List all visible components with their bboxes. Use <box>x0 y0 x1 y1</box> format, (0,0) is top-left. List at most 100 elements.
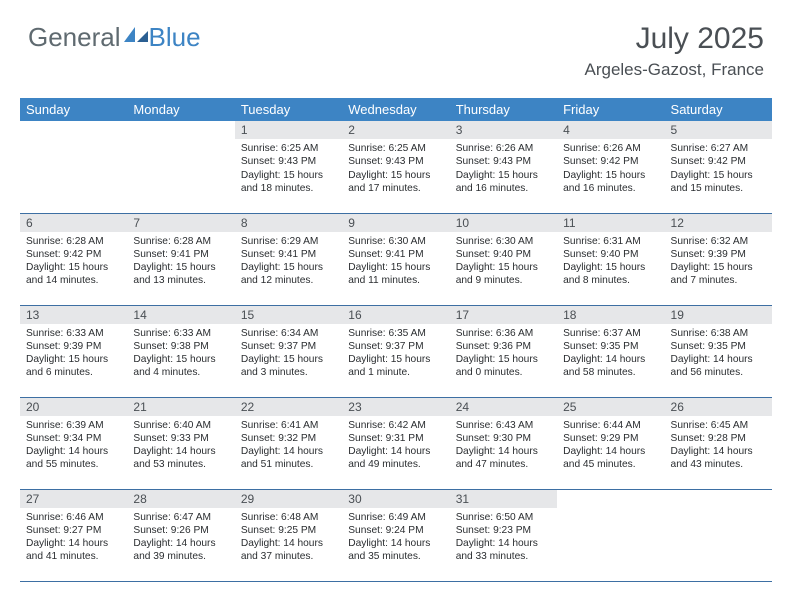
calendar-day-cell: 4Sunrise: 6:26 AMSunset: 9:42 PMDaylight… <box>557 121 664 213</box>
calendar-day-cell: 31Sunrise: 6:50 AMSunset: 9:23 PMDayligh… <box>450 489 557 581</box>
weekday-header: Monday <box>127 98 234 121</box>
calendar-day-cell: 26Sunrise: 6:45 AMSunset: 9:28 PMDayligh… <box>665 397 772 489</box>
calendar-day-cell: 25Sunrise: 6:44 AMSunset: 9:29 PMDayligh… <box>557 397 664 489</box>
day-sun-info: Sunrise: 6:48 AMSunset: 9:25 PMDaylight:… <box>235 508 342 568</box>
day-number: 21 <box>127 398 234 416</box>
day-sun-info: Sunrise: 6:38 AMSunset: 9:35 PMDaylight:… <box>665 324 772 384</box>
day-number: 2 <box>342 121 449 139</box>
day-sun-info: Sunrise: 6:31 AMSunset: 9:40 PMDaylight:… <box>557 232 664 292</box>
day-number: 17 <box>450 306 557 324</box>
day-number: 15 <box>235 306 342 324</box>
calendar-day-cell: 29Sunrise: 6:48 AMSunset: 9:25 PMDayligh… <box>235 489 342 581</box>
day-number: 9 <box>342 214 449 232</box>
calendar-day-cell: 16Sunrise: 6:35 AMSunset: 9:37 PMDayligh… <box>342 305 449 397</box>
day-sun-info: Sunrise: 6:28 AMSunset: 9:42 PMDaylight:… <box>20 232 127 292</box>
calendar-day-cell: 10Sunrise: 6:30 AMSunset: 9:40 PMDayligh… <box>450 213 557 305</box>
day-number: 3 <box>450 121 557 139</box>
day-sun-info: Sunrise: 6:30 AMSunset: 9:41 PMDaylight:… <box>342 232 449 292</box>
weekday-header: Saturday <box>665 98 772 121</box>
day-number: 23 <box>342 398 449 416</box>
day-sun-info: Sunrise: 6:47 AMSunset: 9:26 PMDaylight:… <box>127 508 234 568</box>
weekday-header: Tuesday <box>235 98 342 121</box>
calendar-day-cell: 24Sunrise: 6:43 AMSunset: 9:30 PMDayligh… <box>450 397 557 489</box>
day-sun-info: Sunrise: 6:36 AMSunset: 9:36 PMDaylight:… <box>450 324 557 384</box>
calendar-day-cell: 28Sunrise: 6:47 AMSunset: 9:26 PMDayligh… <box>127 489 234 581</box>
day-sun-info: Sunrise: 6:32 AMSunset: 9:39 PMDaylight:… <box>665 232 772 292</box>
day-sun-info: Sunrise: 6:49 AMSunset: 9:24 PMDaylight:… <box>342 508 449 568</box>
day-sun-info: Sunrise: 6:25 AMSunset: 9:43 PMDaylight:… <box>342 139 449 199</box>
logo-sail-icon <box>123 26 149 44</box>
calendar-day-cell: 2Sunrise: 6:25 AMSunset: 9:43 PMDaylight… <box>342 121 449 213</box>
day-number: 26 <box>665 398 772 416</box>
day-number: 7 <box>127 214 234 232</box>
logo-text-1: General <box>28 22 121 53</box>
day-number: 29 <box>235 490 342 508</box>
day-sun-info: Sunrise: 6:40 AMSunset: 9:33 PMDaylight:… <box>127 416 234 476</box>
calendar-day-cell: 11Sunrise: 6:31 AMSunset: 9:40 PMDayligh… <box>557 213 664 305</box>
day-sun-info: Sunrise: 6:29 AMSunset: 9:41 PMDaylight:… <box>235 232 342 292</box>
calendar-day-cell: 21Sunrise: 6:40 AMSunset: 9:33 PMDayligh… <box>127 397 234 489</box>
day-number: 5 <box>665 121 772 139</box>
calendar-day-cell: 14Sunrise: 6:33 AMSunset: 9:38 PMDayligh… <box>127 305 234 397</box>
day-number: 24 <box>450 398 557 416</box>
calendar-empty-cell <box>20 121 127 213</box>
day-sun-info: Sunrise: 6:42 AMSunset: 9:31 PMDaylight:… <box>342 416 449 476</box>
day-number: 27 <box>20 490 127 508</box>
day-number: 30 <box>342 490 449 508</box>
calendar-week-row: 6Sunrise: 6:28 AMSunset: 9:42 PMDaylight… <box>20 213 772 305</box>
calendar-week-row: 1Sunrise: 6:25 AMSunset: 9:43 PMDaylight… <box>20 121 772 213</box>
day-sun-info: Sunrise: 6:26 AMSunset: 9:43 PMDaylight:… <box>450 139 557 199</box>
calendar-day-cell: 22Sunrise: 6:41 AMSunset: 9:32 PMDayligh… <box>235 397 342 489</box>
title-block: July 2025 Argeles-Gazost, France <box>584 22 764 80</box>
logo-text-2: Blue <box>149 22 201 53</box>
day-number: 19 <box>665 306 772 324</box>
month-title: July 2025 <box>584 22 764 56</box>
calendar-day-cell: 27Sunrise: 6:46 AMSunset: 9:27 PMDayligh… <box>20 489 127 581</box>
day-number: 8 <box>235 214 342 232</box>
day-number: 6 <box>20 214 127 232</box>
day-sun-info: Sunrise: 6:26 AMSunset: 9:42 PMDaylight:… <box>557 139 664 199</box>
calendar-day-cell: 12Sunrise: 6:32 AMSunset: 9:39 PMDayligh… <box>665 213 772 305</box>
day-sun-info: Sunrise: 6:30 AMSunset: 9:40 PMDaylight:… <box>450 232 557 292</box>
day-number: 18 <box>557 306 664 324</box>
day-number: 11 <box>557 214 664 232</box>
header: General Blue July 2025 Argeles-Gazost, F… <box>0 0 792 88</box>
calendar-day-cell: 13Sunrise: 6:33 AMSunset: 9:39 PMDayligh… <box>20 305 127 397</box>
day-number: 1 <box>235 121 342 139</box>
day-number: 13 <box>20 306 127 324</box>
day-number: 20 <box>20 398 127 416</box>
calendar-week-row: 13Sunrise: 6:33 AMSunset: 9:39 PMDayligh… <box>20 305 772 397</box>
calendar-table: SundayMondayTuesdayWednesdayThursdayFrid… <box>20 98 772 582</box>
calendar-day-cell: 20Sunrise: 6:39 AMSunset: 9:34 PMDayligh… <box>20 397 127 489</box>
day-sun-info: Sunrise: 6:41 AMSunset: 9:32 PMDaylight:… <box>235 416 342 476</box>
day-sun-info: Sunrise: 6:35 AMSunset: 9:37 PMDaylight:… <box>342 324 449 384</box>
weekday-header: Wednesday <box>342 98 449 121</box>
day-sun-info: Sunrise: 6:28 AMSunset: 9:41 PMDaylight:… <box>127 232 234 292</box>
day-number: 10 <box>450 214 557 232</box>
calendar-day-cell: 7Sunrise: 6:28 AMSunset: 9:41 PMDaylight… <box>127 213 234 305</box>
calendar-day-cell: 3Sunrise: 6:26 AMSunset: 9:43 PMDaylight… <box>450 121 557 213</box>
day-number: 25 <box>557 398 664 416</box>
weekday-header: Friday <box>557 98 664 121</box>
calendar-day-cell: 9Sunrise: 6:30 AMSunset: 9:41 PMDaylight… <box>342 213 449 305</box>
day-number: 12 <box>665 214 772 232</box>
day-sun-info: Sunrise: 6:34 AMSunset: 9:37 PMDaylight:… <box>235 324 342 384</box>
calendar-day-cell: 6Sunrise: 6:28 AMSunset: 9:42 PMDaylight… <box>20 213 127 305</box>
day-sun-info: Sunrise: 6:33 AMSunset: 9:39 PMDaylight:… <box>20 324 127 384</box>
calendar-empty-cell <box>127 121 234 213</box>
calendar-empty-cell <box>557 489 664 581</box>
calendar-day-cell: 23Sunrise: 6:42 AMSunset: 9:31 PMDayligh… <box>342 397 449 489</box>
location-text: Argeles-Gazost, France <box>584 60 764 80</box>
logo: General Blue <box>28 22 201 53</box>
weekday-header: Sunday <box>20 98 127 121</box>
day-number: 28 <box>127 490 234 508</box>
calendar-empty-cell <box>665 489 772 581</box>
day-number: 16 <box>342 306 449 324</box>
day-number: 22 <box>235 398 342 416</box>
day-sun-info: Sunrise: 6:43 AMSunset: 9:30 PMDaylight:… <box>450 416 557 476</box>
day-sun-info: Sunrise: 6:27 AMSunset: 9:42 PMDaylight:… <box>665 139 772 199</box>
day-sun-info: Sunrise: 6:39 AMSunset: 9:34 PMDaylight:… <box>20 416 127 476</box>
calendar-day-cell: 5Sunrise: 6:27 AMSunset: 9:42 PMDaylight… <box>665 121 772 213</box>
day-sun-info: Sunrise: 6:33 AMSunset: 9:38 PMDaylight:… <box>127 324 234 384</box>
day-sun-info: Sunrise: 6:25 AMSunset: 9:43 PMDaylight:… <box>235 139 342 199</box>
